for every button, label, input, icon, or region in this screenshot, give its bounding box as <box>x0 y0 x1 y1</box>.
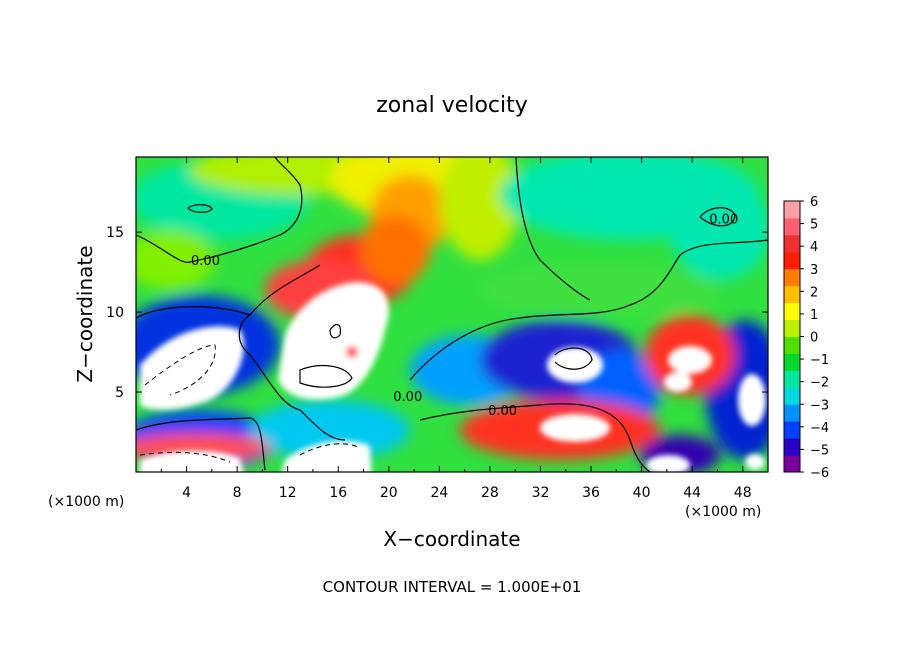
colorbar-ticks: 6 5 4 3 2 1 0 −1 −2 −3 −4 −5 −6 <box>800 195 829 481</box>
y-tick-label: 10 <box>106 305 124 321</box>
heatmap-field <box>136 157 768 472</box>
colorbar-tick-label: −6 <box>810 466 829 481</box>
x-unit-right: (×1000 m) <box>685 504 761 520</box>
x-tick-label: 8 <box>233 485 242 501</box>
colorbar-tick-label: 1 <box>810 308 818 323</box>
x-tick-label: 32 <box>532 485 550 501</box>
colorbar-swatch <box>784 336 800 354</box>
x-tick-label: 12 <box>279 485 297 501</box>
colorbar-swatch <box>784 370 800 388</box>
x-tick-label: 40 <box>633 485 651 501</box>
x-tick-label: 44 <box>683 485 701 501</box>
colorbar-tick-label: −4 <box>810 421 829 436</box>
y-tick-label: 5 <box>115 385 124 401</box>
colorbar-swatch <box>784 421 800 439</box>
x-tick-label: 20 <box>380 485 398 501</box>
colorbar-tick-label: 6 <box>810 195 818 210</box>
colorbar-swatch <box>784 319 800 337</box>
x-axis: 4 8 12 16 20 24 28 32 36 40 44 48 <box>160 157 752 501</box>
x-tick-label: 36 <box>582 485 600 501</box>
colorbar-tick-label: −1 <box>810 353 829 368</box>
colorbar-swatch <box>784 404 800 422</box>
y-axis-title: Z−coordinate <box>73 245 97 382</box>
colorbar <box>783 200 801 473</box>
colorbar-tick-label: −5 <box>810 443 829 458</box>
colorbar-swatch <box>784 201 800 219</box>
contour-interval-label: CONTOUR INTERVAL = 1.000E+01 <box>323 578 582 596</box>
x-tick-label: 48 <box>734 485 752 501</box>
colorbar-swatch <box>784 251 800 270</box>
colorbar-tick-label: −2 <box>810 376 829 391</box>
colorbar-swatch <box>784 387 800 405</box>
colorbar-swatch <box>784 455 800 473</box>
colorbar-tick-label: 4 <box>810 240 818 255</box>
contour-label: 0.00 <box>191 254 220 269</box>
colorbar-tick-label: 5 <box>810 218 818 233</box>
x-axis-title: X−coordinate <box>383 527 520 551</box>
x-tick-label: 24 <box>430 485 448 501</box>
contour-label: 0.00 <box>393 390 422 405</box>
contour-labels: 0.00 0.00 0.00 0.00 <box>191 212 738 419</box>
chart-title: zonal velocity <box>376 93 528 118</box>
colorbar-tick-label: 3 <box>810 263 818 278</box>
y-tick-label: 15 <box>106 225 124 241</box>
colorbar-swatch <box>784 285 800 304</box>
colorbar-tick-label: 2 <box>810 285 818 300</box>
y-axis: 5 10 15 <box>106 225 768 401</box>
colorbar-swatch <box>784 353 800 371</box>
x-tick-label: 16 <box>329 485 347 501</box>
colorbar-swatch <box>784 302 800 321</box>
plot-frame <box>135 156 769 473</box>
colorbar-tick-label: 0 <box>810 331 818 346</box>
colorbar-swatch <box>784 268 800 287</box>
x-unit-left: (×1000 m) <box>48 494 124 510</box>
colorbar-swatch <box>784 234 800 253</box>
colorbar-swatch <box>784 217 800 236</box>
contour-label: 0.00 <box>709 212 738 227</box>
x-tick-label: 28 <box>481 485 499 501</box>
contour-lines <box>136 157 768 472</box>
x-tick-label: 4 <box>182 485 191 501</box>
contour-label: 0.00 <box>488 404 517 419</box>
colorbar-tick-label: −3 <box>810 398 829 413</box>
colorbar-swatch <box>784 438 800 456</box>
